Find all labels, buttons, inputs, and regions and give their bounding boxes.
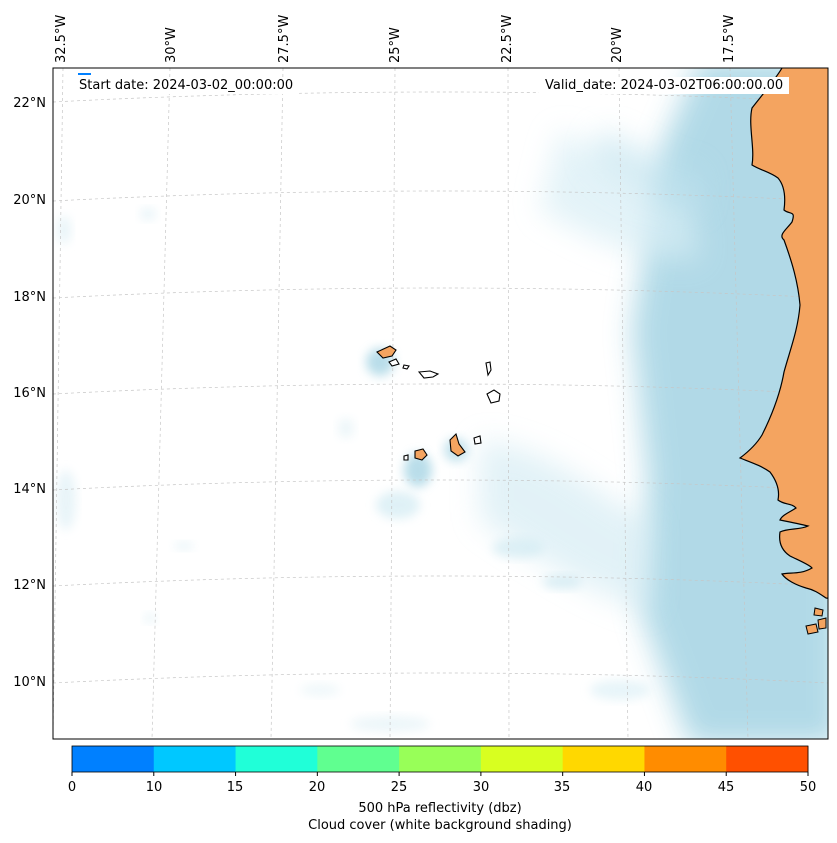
island-sao-vicente: [388, 358, 400, 367]
meridian-32-5w: [53, 68, 64, 739]
colorbar-tick-10: 10: [145, 780, 163, 795]
colorbar-tick-0: 0: [67, 780, 77, 795]
island-sao-nicolau: [417, 370, 440, 379]
meridian-30w: [151, 68, 171, 739]
lat-label-12n: 12°N: [13, 578, 46, 593]
lon-label-17-5w: 17.5°W: [722, 14, 737, 63]
colorbar-tick-45: 45: [717, 780, 735, 795]
colorbar-tick-25: 25: [390, 780, 408, 795]
parallel-20n: [53, 190, 828, 202]
cloud-cover-field: [56, 68, 828, 739]
island-brava: [403, 454, 409, 461]
colorbar-tick-20: 20: [308, 780, 326, 795]
colorbar-segment-4: [399, 746, 482, 772]
colorbar-segment-6: [562, 746, 645, 772]
lat-label-18n: 18°N: [13, 290, 46, 305]
meridian-27-5w: [270, 68, 284, 739]
colorbar-sublabel: Cloud cover (white background shading): [308, 818, 572, 833]
meridian-22-5w: [507, 68, 510, 739]
parallel-18n: [53, 287, 828, 299]
parallel-16n: [53, 383, 828, 395]
map-frame: [52, 67, 829, 740]
lon-label-30w: 30°W: [164, 27, 179, 63]
colorbar-segment-2: [235, 746, 318, 772]
colorbar-segment-0: [72, 746, 155, 772]
island-boa-vista: [486, 389, 501, 404]
island-fogo: [414, 448, 428, 461]
lat-label-10n: 10°N: [13, 675, 46, 690]
colorbar-tick-35: 35: [553, 780, 571, 795]
meridian-17-5w: [729, 68, 749, 739]
lat-label-16n: 16°N: [13, 386, 46, 401]
colorbar-tick-30: 30: [472, 780, 490, 795]
colorbar-label: 500 hPa reflectivity (dbz): [358, 801, 522, 816]
colorbar-tick-40: 40: [635, 780, 653, 795]
colorbar: [71, 745, 809, 776]
lon-label-20w: 20°W: [610, 27, 625, 63]
colorbar-segment-8: [726, 746, 809, 772]
lon-label-22-5w: 22.5°W: [500, 14, 515, 63]
parallel-12n: [53, 575, 828, 587]
island-sal: [485, 361, 492, 377]
lon-label-25w: 25°W: [388, 27, 403, 63]
colorbar-tick-15: 15: [226, 780, 244, 795]
lat-label-22n: 22°N: [13, 96, 46, 111]
west-african-coast: [738, 68, 828, 599]
island-santa-luzia: [402, 364, 410, 370]
colorbar-tick-50: 50: [799, 780, 817, 795]
colorbar-segment-3: [317, 746, 400, 772]
lat-label-20n: 20°N: [13, 193, 46, 208]
lon-label-27-5w: 27.5°W: [277, 14, 292, 63]
meridian-25w: [389, 68, 396, 739]
parallel-10n: [53, 672, 828, 684]
parallel-22n: [53, 91, 828, 103]
lon-label-32-5w: 32.5°W: [54, 14, 69, 63]
cape-verde-islands: [376, 345, 501, 461]
colorbar-segment-5: [480, 746, 564, 772]
valid-date-label: Valid_date: 2024-03-02T06:00:00.00: [539, 77, 790, 94]
meridian-20w: [618, 68, 629, 739]
graticule: [53, 68, 828, 739]
parallel-14n: [53, 479, 828, 491]
island-santo-antao: [376, 345, 397, 359]
lat-label-14n: 14°N: [13, 482, 46, 497]
start-date-label: Start date: 2024-03-02_00:00:00: [73, 77, 300, 94]
colorbar-frame: [71, 745, 809, 773]
colorbar-segment-7: [644, 746, 727, 772]
colorbar-segment-1: [153, 746, 237, 772]
bissagos-islands: [805, 607, 827, 635]
island-santiago: [449, 432, 466, 457]
island-maio: [473, 435, 482, 445]
map-corner-marker: [78, 73, 91, 75]
